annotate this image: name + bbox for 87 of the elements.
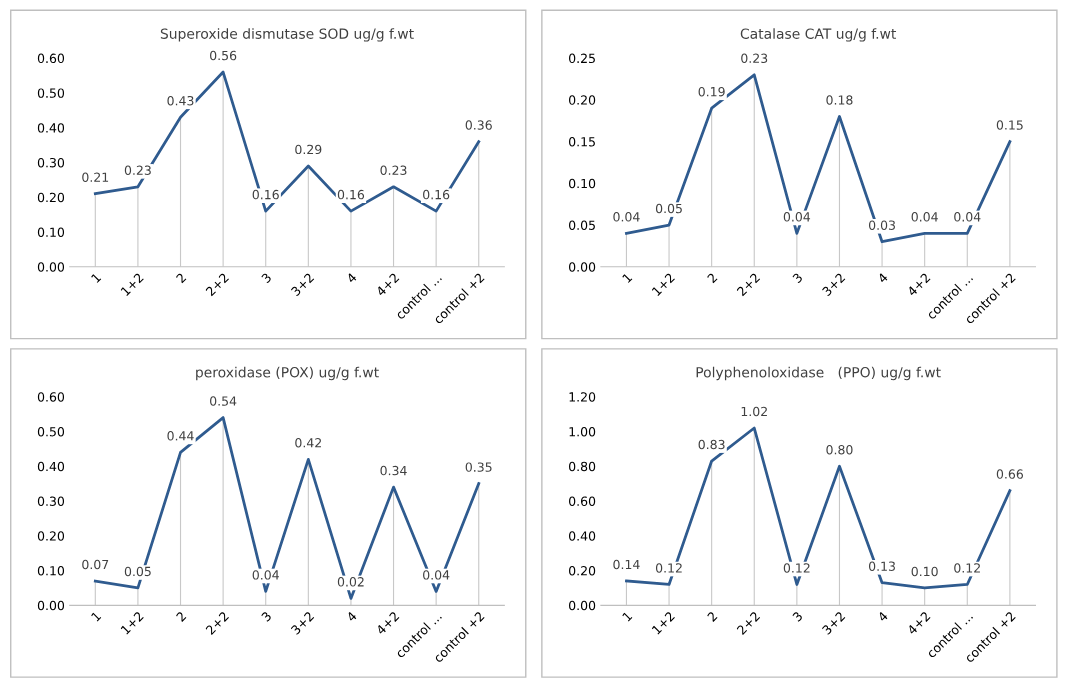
data-label: 0.15 bbox=[996, 120, 1023, 130]
x-tick-label: 3 bbox=[792, 272, 803, 284]
data-label: 0.56 bbox=[210, 50, 237, 61]
y-tick-label: 0.00 bbox=[569, 262, 596, 272]
y-tick-label: 0.40 bbox=[37, 461, 65, 472]
x-tick-label: 2 bbox=[175, 611, 187, 622]
data-label: 0.34 bbox=[380, 465, 407, 476]
data-label: 0.23 bbox=[124, 165, 151, 175]
x-tick-label: 3 bbox=[792, 611, 803, 622]
x-tick-label: 3 bbox=[260, 611, 272, 622]
data-label: 0.04 bbox=[613, 212, 640, 222]
x-tick-label: 4 bbox=[877, 272, 889, 284]
y-tick-label: 0.00 bbox=[37, 600, 65, 611]
data-label: 0.21 bbox=[82, 172, 109, 182]
data-label: 0.04 bbox=[423, 570, 450, 580]
y-tick-label: 0.30 bbox=[37, 157, 65, 168]
y-tick-label: 0.00 bbox=[569, 600, 596, 611]
y-tick-label: 0.05 bbox=[569, 220, 595, 230]
y-tick-label: 1.20 bbox=[569, 392, 596, 402]
data-label: 0.44 bbox=[167, 431, 194, 441]
data-label: 0.66 bbox=[996, 469, 1024, 479]
y-tick-label: 0.20 bbox=[569, 95, 596, 105]
y-tick-label: 0.40 bbox=[569, 531, 596, 541]
x-tick-label: 1 bbox=[622, 611, 633, 622]
y-tick-label: 0.60 bbox=[37, 392, 65, 402]
y-tick-label: 0.30 bbox=[37, 496, 65, 506]
data-label: 0.35 bbox=[465, 462, 492, 472]
data-label: 0.04 bbox=[252, 570, 279, 580]
data-label: 0.16 bbox=[423, 189, 450, 200]
y-tick-label: 0.60 bbox=[37, 53, 65, 64]
data-label: 0.36 bbox=[465, 120, 492, 130]
data-label: 0.12 bbox=[655, 563, 682, 573]
data-label: 0.07 bbox=[82, 559, 109, 570]
y-tick-label: 0.10 bbox=[569, 178, 596, 189]
data-label: 0.05 bbox=[124, 566, 151, 577]
x-tick-label: 1 bbox=[90, 611, 102, 622]
chart-title: peroxidase (POX) ug/g f.wt bbox=[196, 366, 379, 381]
data-label: 0.12 bbox=[783, 563, 810, 573]
data-label: 0.13 bbox=[868, 561, 895, 571]
data-label: 0.42 bbox=[295, 438, 321, 448]
y-tick-label: 0.10 bbox=[37, 227, 65, 237]
data-label: 0.19 bbox=[698, 86, 725, 97]
y-tick-label: 0.25 bbox=[569, 53, 595, 64]
x-tick-label: 4 bbox=[877, 610, 889, 623]
y-tick-label: 0.20 bbox=[37, 192, 65, 203]
y-tick-label: 0.20 bbox=[37, 531, 65, 541]
chart-title: Polyphenoloxidase (PPO) ug/g f.wt bbox=[696, 366, 941, 381]
data-label: 0.03 bbox=[868, 220, 895, 230]
y-tick-label: 0.10 bbox=[37, 566, 65, 576]
data-label: 0.23 bbox=[380, 165, 407, 175]
data-label: 0.05 bbox=[655, 203, 682, 214]
data-label: 0.54 bbox=[210, 396, 237, 406]
y-tick-label: 0.60 bbox=[569, 496, 596, 506]
x-tick-label: 1 bbox=[90, 272, 102, 283]
data-label: 0.14 bbox=[613, 559, 640, 570]
data-label: 0.29 bbox=[295, 144, 322, 155]
y-tick-label: 0.50 bbox=[37, 426, 65, 437]
y-tick-label: 0.20 bbox=[569, 566, 596, 576]
data-label: 0.04 bbox=[954, 212, 981, 222]
data-label: 0.12 bbox=[954, 563, 980, 573]
x-tick-label: 3 bbox=[260, 272, 272, 284]
y-tick-label: 0.00 bbox=[37, 262, 65, 272]
data-label: 0.83 bbox=[698, 439, 725, 450]
x-tick-label: 2 bbox=[706, 272, 718, 284]
x-tick-label: 4 bbox=[346, 272, 358, 284]
x-tick-label: 1 bbox=[622, 272, 633, 283]
x-tick-label: 4 bbox=[346, 610, 358, 623]
x-tick-label: 2 bbox=[175, 272, 187, 284]
y-tick-label: 0.15 bbox=[569, 137, 595, 147]
data-label: 0.43 bbox=[167, 95, 194, 106]
data-label: 0.23 bbox=[741, 53, 768, 64]
data-label: 0.16 bbox=[337, 189, 365, 200]
data-label: 0.16 bbox=[252, 189, 279, 200]
data-label: 1.02 bbox=[741, 406, 767, 417]
y-tick-label: 0.40 bbox=[37, 123, 65, 133]
data-label: 0.04 bbox=[911, 212, 938, 222]
data-label: 0.02 bbox=[337, 577, 364, 587]
data-label: 0.18 bbox=[826, 95, 853, 105]
data-label: 0.04 bbox=[783, 212, 811, 222]
data-label: 0.10 bbox=[911, 566, 938, 577]
data-label: 0.80 bbox=[826, 445, 853, 455]
y-tick-label: 1.00 bbox=[569, 426, 596, 437]
y-tick-label: 0.80 bbox=[569, 461, 596, 472]
chart-title: Superoxide dismutase SOD ug/g f.wt bbox=[160, 28, 414, 42]
y-tick-label: 0.50 bbox=[37, 88, 65, 98]
x-tick-label: 2 bbox=[706, 611, 718, 622]
chart-title: Catalase CAT ug/g f.wt bbox=[740, 28, 897, 42]
